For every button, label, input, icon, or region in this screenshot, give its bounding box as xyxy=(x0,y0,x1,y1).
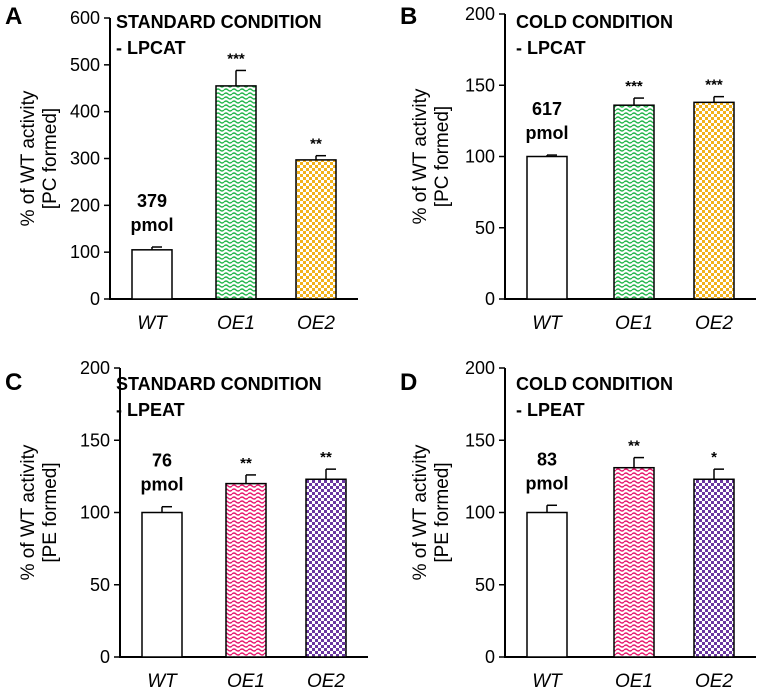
chart-title-line: STANDARD CONDITION xyxy=(116,374,322,394)
y-tick-label: 100 xyxy=(80,503,110,523)
chart-title-line: - LPCAT xyxy=(516,38,586,58)
y-axis-label: % of WT activity xyxy=(410,88,431,224)
y-tick-label: 0 xyxy=(485,647,495,667)
bar-oe1 xyxy=(215,85,257,300)
y-tick-label: 300 xyxy=(70,149,100,169)
x-tick-label: OE1 xyxy=(227,671,265,692)
bar-oe2 xyxy=(305,478,347,658)
significance-label: ** xyxy=(240,455,252,472)
baseline-activity-label: pmol xyxy=(131,215,174,235)
panel-letter: D xyxy=(400,369,417,396)
bar-wt xyxy=(141,511,183,658)
y-tick-label: 50 xyxy=(475,575,495,595)
baseline-activity-label: pmol xyxy=(141,475,184,495)
baseline-activity-label: 379 xyxy=(137,191,167,211)
x-tick-label: OE1 xyxy=(615,671,653,692)
bar-oe1 xyxy=(225,482,267,658)
y-tick-label: 100 xyxy=(465,147,495,167)
chart-title-line: - LPEAT xyxy=(116,400,185,420)
bar-wt xyxy=(526,155,568,300)
bar-wt xyxy=(131,249,173,300)
significance-label: *** xyxy=(227,50,245,67)
y-axis-label: % of WT activity xyxy=(18,444,39,580)
y-tick-label: 150 xyxy=(465,75,495,95)
panel-d: D COLD CONDITION - LPEAT % of WT activity [P… xyxy=(400,358,756,692)
panel-b: B COLD CONDITION - LPCAT % of WT activity [P… xyxy=(400,3,756,334)
baseline-activity-label: 617 xyxy=(532,99,562,119)
baseline-activity-label: 83 xyxy=(537,449,557,469)
y-tick-label: 100 xyxy=(70,242,100,262)
x-tick-label: OE2 xyxy=(297,313,335,334)
panel-letter: B xyxy=(400,3,417,30)
significance-label: ** xyxy=(320,449,332,466)
bar-oe2 xyxy=(693,101,735,300)
significance-label: * xyxy=(711,449,717,466)
y-axis-label: % of WT activity xyxy=(410,444,431,580)
y-tick-label: 0 xyxy=(485,289,495,309)
y-tick-label: 150 xyxy=(80,430,110,450)
y-tick-label: 600 xyxy=(70,8,100,28)
x-tick-label: WT xyxy=(532,313,563,334)
chart-title-line: - LPEAT xyxy=(516,400,585,420)
y-tick-label: 0 xyxy=(100,647,110,667)
y-tick-label: 150 xyxy=(465,430,495,450)
y-axis-label: [PC formed] xyxy=(432,106,453,207)
baseline-activity-label: 76 xyxy=(152,451,172,471)
y-tick-label: 200 xyxy=(70,195,100,215)
significance-label: *** xyxy=(705,77,723,94)
y-axis-label: [PE formed] xyxy=(432,462,453,562)
panel-c: C STANDARD CONDITION - LPEAT % of WT activi… xyxy=(5,358,368,692)
y-axis-label: % of WT activity xyxy=(18,90,39,226)
y-tick-label: 400 xyxy=(70,102,100,122)
significance-label: ** xyxy=(310,136,322,153)
baseline-activity-label: pmol xyxy=(526,473,569,493)
x-tick-label: WT xyxy=(532,671,563,692)
y-tick-label: 50 xyxy=(475,218,495,238)
panel-letter: A xyxy=(5,3,22,30)
x-tick-label: WT xyxy=(147,671,178,692)
panel-a: A STANDARD CONDITION - LPCAT % of WT activi… xyxy=(5,3,358,334)
bar-oe2 xyxy=(693,478,735,658)
bar-oe2 xyxy=(295,159,337,300)
y-tick-label: 0 xyxy=(90,289,100,309)
y-tick-label: 200 xyxy=(465,4,495,24)
y-axis-label: [PC formed] xyxy=(40,108,61,209)
x-tick-label: OE2 xyxy=(695,671,733,692)
chart-title-line: COLD CONDITION xyxy=(516,12,673,32)
x-tick-label: OE2 xyxy=(695,313,733,334)
x-tick-label: OE2 xyxy=(307,671,345,692)
y-tick-label: 500 xyxy=(70,55,100,75)
bar-wt xyxy=(526,511,568,658)
significance-label: *** xyxy=(625,78,643,95)
y-tick-label: 50 xyxy=(90,575,110,595)
x-tick-label: OE1 xyxy=(615,313,653,334)
x-tick-label: OE1 xyxy=(217,313,255,334)
significance-label: ** xyxy=(628,438,640,455)
chart-title-line: COLD CONDITION xyxy=(516,374,673,394)
y-tick-label: 100 xyxy=(465,503,495,523)
y-tick-label: 200 xyxy=(80,358,110,378)
baseline-activity-label: pmol xyxy=(526,123,569,143)
y-axis-label: [PE formed] xyxy=(40,462,61,562)
bar-oe1 xyxy=(613,466,655,658)
y-tick-label: 200 xyxy=(465,358,495,378)
chart-title-line: STANDARD CONDITION xyxy=(116,12,322,32)
chart-title-line: - LPCAT xyxy=(116,38,186,58)
x-tick-label: WT xyxy=(137,313,168,334)
panel-letter: C xyxy=(5,369,22,396)
bar-oe1 xyxy=(613,104,655,300)
